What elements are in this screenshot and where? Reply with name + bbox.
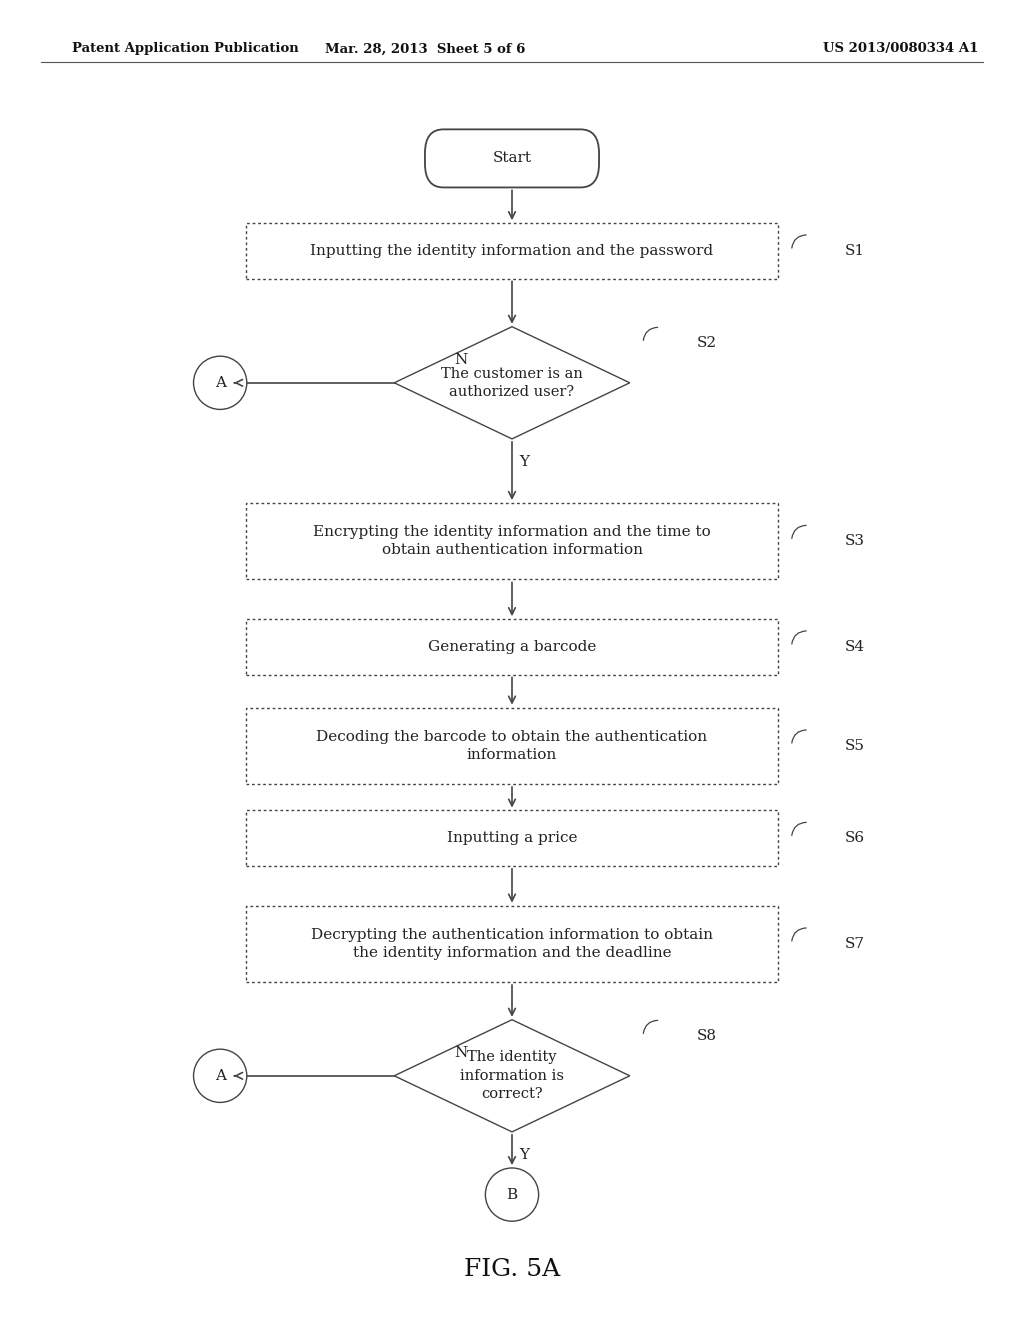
Text: S7: S7: [845, 937, 865, 950]
Text: The customer is an
authorized user?: The customer is an authorized user?: [441, 367, 583, 399]
Ellipse shape: [194, 1049, 247, 1102]
Text: Inputting a price: Inputting a price: [446, 832, 578, 845]
Bar: [246, 708, 778, 784]
Text: US 2013/0080334 A1: US 2013/0080334 A1: [823, 42, 979, 55]
Text: N: N: [455, 1045, 467, 1060]
Text: A: A: [215, 376, 225, 389]
Text: S1: S1: [845, 244, 865, 257]
Text: S8: S8: [696, 1030, 717, 1043]
Ellipse shape: [194, 356, 247, 409]
Text: Start: Start: [493, 152, 531, 165]
Bar: [246, 223, 778, 279]
Text: B: B: [507, 1188, 517, 1201]
Text: S5: S5: [845, 739, 865, 752]
FancyBboxPatch shape: [425, 129, 599, 187]
Bar: [246, 503, 778, 579]
Text: S4: S4: [845, 640, 865, 653]
Text: Y: Y: [519, 1148, 529, 1162]
Text: FIG. 5A: FIG. 5A: [464, 1258, 560, 1282]
Bar: [246, 906, 778, 982]
Text: Inputting the identity information and the password: Inputting the identity information and t…: [310, 244, 714, 257]
Text: Encrypting the identity information and the time to
obtain authentication inform: Encrypting the identity information and …: [313, 525, 711, 557]
Text: Patent Application Publication: Patent Application Publication: [72, 42, 298, 55]
Text: The identity
information is
correct?: The identity information is correct?: [460, 1051, 564, 1101]
Ellipse shape: [485, 1168, 539, 1221]
Bar: [246, 619, 778, 675]
Text: Decoding the barcode to obtain the authentication
information: Decoding the barcode to obtain the authe…: [316, 730, 708, 762]
Text: S6: S6: [845, 832, 865, 845]
Text: N: N: [455, 352, 467, 367]
Text: Generating a barcode: Generating a barcode: [428, 640, 596, 653]
Text: S3: S3: [845, 535, 865, 548]
Polygon shape: [394, 327, 630, 438]
Text: S2: S2: [696, 337, 717, 350]
Text: Mar. 28, 2013  Sheet 5 of 6: Mar. 28, 2013 Sheet 5 of 6: [325, 42, 525, 55]
Text: A: A: [215, 1069, 225, 1082]
Bar: [246, 810, 778, 866]
Text: Y: Y: [519, 454, 529, 469]
Polygon shape: [394, 1019, 630, 1133]
Text: Decrypting the authentication information to obtain
the identity information and: Decrypting the authentication informatio…: [311, 928, 713, 960]
